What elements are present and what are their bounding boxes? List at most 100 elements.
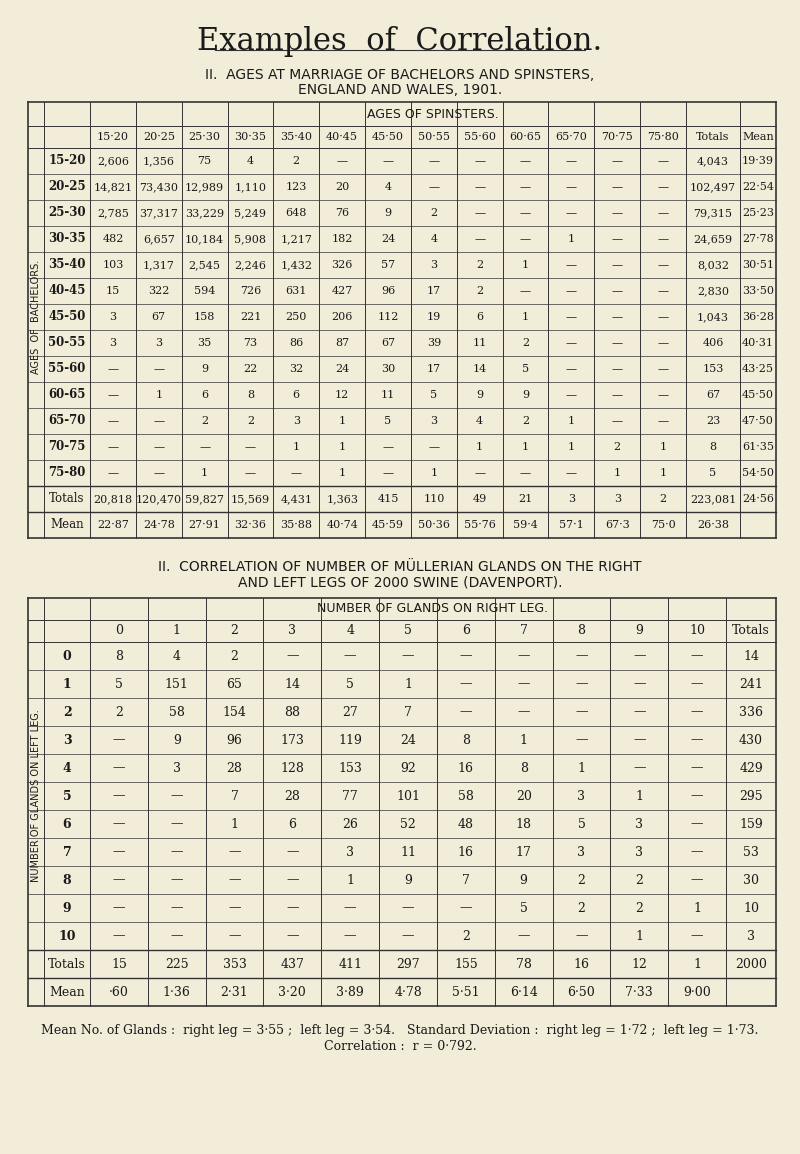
Text: 8: 8 xyxy=(710,442,717,452)
Text: 45·50: 45·50 xyxy=(742,390,774,400)
Text: 9: 9 xyxy=(520,874,527,886)
Text: AND LEFT LEGS OF 2000 SWINE (DAVENPORT).: AND LEFT LEGS OF 2000 SWINE (DAVENPORT). xyxy=(238,576,562,590)
Text: 3: 3 xyxy=(430,415,438,426)
Text: —: — xyxy=(344,901,357,914)
Text: 9: 9 xyxy=(385,208,391,218)
Text: —: — xyxy=(691,846,703,859)
Text: 726: 726 xyxy=(240,286,261,295)
Text: 40·74: 40·74 xyxy=(326,520,358,530)
Text: 11: 11 xyxy=(400,846,416,859)
Text: 101: 101 xyxy=(396,789,420,802)
Text: 58: 58 xyxy=(458,789,474,802)
Text: 2: 2 xyxy=(430,208,438,218)
Text: Mean No. of Glands :  right leg = 3·55 ;  left leg = 3·54.   Standard Deviation : Mean No. of Glands : right leg = 3·55 ; … xyxy=(42,1024,758,1037)
Text: 1: 1 xyxy=(522,312,529,322)
Text: AGES  OF  BACHELORS.: AGES OF BACHELORS. xyxy=(31,260,41,374)
Text: 1: 1 xyxy=(614,469,621,478)
Text: 14: 14 xyxy=(743,650,759,662)
Text: 2: 2 xyxy=(247,415,254,426)
Text: 1: 1 xyxy=(522,442,529,452)
Text: —: — xyxy=(228,846,241,859)
Text: 40-45: 40-45 xyxy=(48,285,86,298)
Text: 1,217: 1,217 xyxy=(280,234,312,243)
Text: 16: 16 xyxy=(458,846,474,859)
Text: —: — xyxy=(691,734,703,747)
Text: 2: 2 xyxy=(230,624,238,637)
Text: 322: 322 xyxy=(148,286,170,295)
Text: II.  CORRELATION OF NUMBER OF MÜLLERIAN GLANDS ON THE RIGHT: II. CORRELATION OF NUMBER OF MÜLLERIAN G… xyxy=(158,560,642,574)
Text: 30: 30 xyxy=(743,874,759,886)
Text: —: — xyxy=(612,182,622,192)
Text: —: — xyxy=(245,469,256,478)
Text: 221: 221 xyxy=(240,312,261,322)
Text: 54·50: 54·50 xyxy=(742,469,774,478)
Text: —: — xyxy=(286,846,298,859)
Text: —: — xyxy=(107,415,118,426)
Text: 1: 1 xyxy=(635,789,643,802)
Text: 4,431: 4,431 xyxy=(280,494,312,504)
Text: 4,043: 4,043 xyxy=(697,156,729,166)
Text: —: — xyxy=(474,182,486,192)
Text: 9: 9 xyxy=(201,364,208,374)
Text: —: — xyxy=(382,156,394,166)
Text: 1: 1 xyxy=(568,415,575,426)
Text: —: — xyxy=(633,762,646,774)
Text: —: — xyxy=(691,929,703,943)
Text: —: — xyxy=(520,286,531,295)
Text: 1·36: 1·36 xyxy=(162,986,190,998)
Text: —: — xyxy=(228,929,241,943)
Text: 14: 14 xyxy=(473,364,487,374)
Text: 5: 5 xyxy=(520,901,527,914)
Text: —: — xyxy=(566,182,577,192)
Text: 67: 67 xyxy=(706,390,720,400)
Text: 173: 173 xyxy=(281,734,304,747)
Text: —: — xyxy=(566,286,577,295)
Text: 61·35: 61·35 xyxy=(742,442,774,452)
Text: 182: 182 xyxy=(331,234,353,243)
Text: —: — xyxy=(612,156,622,166)
Text: Totals: Totals xyxy=(732,624,770,637)
Text: 1: 1 xyxy=(230,817,238,831)
Text: 36·28: 36·28 xyxy=(742,312,774,322)
Text: 15·20: 15·20 xyxy=(97,132,129,142)
Text: 154: 154 xyxy=(222,705,246,719)
Text: —: — xyxy=(337,156,348,166)
Text: 5: 5 xyxy=(346,677,354,690)
Text: 18: 18 xyxy=(516,817,532,831)
Text: 19: 19 xyxy=(426,312,441,322)
Text: —: — xyxy=(459,705,472,719)
Text: —: — xyxy=(344,929,357,943)
Text: 20: 20 xyxy=(516,789,531,802)
Text: 112: 112 xyxy=(378,312,398,322)
Text: —: — xyxy=(612,312,622,322)
Text: 16: 16 xyxy=(574,958,590,971)
Text: 2: 2 xyxy=(462,929,470,943)
Text: 12: 12 xyxy=(631,958,647,971)
Text: 3: 3 xyxy=(155,338,162,349)
Text: 52: 52 xyxy=(400,817,416,831)
Text: 20-25: 20-25 xyxy=(48,180,86,194)
Text: 17: 17 xyxy=(426,364,441,374)
Text: —: — xyxy=(575,650,588,662)
Text: 1: 1 xyxy=(568,234,575,243)
Text: 6: 6 xyxy=(288,817,296,831)
Text: 1: 1 xyxy=(659,469,666,478)
Text: 3: 3 xyxy=(614,494,621,504)
Text: —: — xyxy=(286,874,298,886)
Text: 32·36: 32·36 xyxy=(234,520,266,530)
Text: 58: 58 xyxy=(169,705,185,719)
Text: 153: 153 xyxy=(338,762,362,774)
Text: 4: 4 xyxy=(247,156,254,166)
Text: —: — xyxy=(566,390,577,400)
Text: 59·4: 59·4 xyxy=(513,520,538,530)
Text: 1: 1 xyxy=(338,442,346,452)
Text: —: — xyxy=(691,817,703,831)
Text: 5: 5 xyxy=(404,624,412,637)
Text: 35·40: 35·40 xyxy=(280,132,312,142)
Text: 37,317: 37,317 xyxy=(139,208,178,218)
Text: 3: 3 xyxy=(346,846,354,859)
Text: 30·35: 30·35 xyxy=(234,132,266,142)
Text: NUMBER OF GLANDS ON RIGHT LEG.: NUMBER OF GLANDS ON RIGHT LEG. xyxy=(318,602,549,615)
Text: —: — xyxy=(691,762,703,774)
Text: 3·89: 3·89 xyxy=(336,986,364,998)
